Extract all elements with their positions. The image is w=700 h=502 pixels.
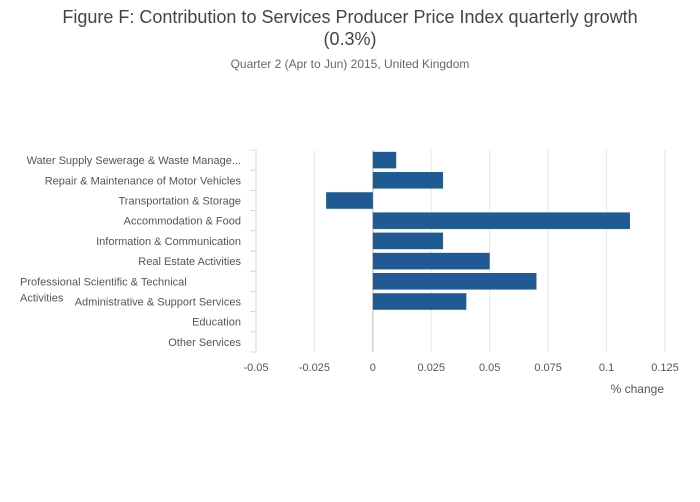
category-label: Accommodation & Food [124,216,241,228]
x-axis-title: % change [611,382,665,396]
category-labels: Water Supply Sewerage & Waste Manage... R… [20,155,241,349]
x-tick-label: 0.125 [651,362,679,374]
x-tick-label: -0.025 [299,362,330,374]
category-label: Real Estate Activities [138,256,241,268]
bar [372,151,397,169]
bar [372,293,467,310]
gridlines [250,149,666,353]
bar [372,273,537,290]
x-tick-label: -0.05 [243,362,268,374]
x-tick-label: 0 [370,362,376,374]
chart-subtitle: Quarter 2 (Apr to Jun) 2015, United King… [230,57,470,71]
category-label: Repair & Maintenance of Motor Vehicles [45,175,242,187]
bar [326,192,373,209]
bar [372,172,443,189]
chart-title: Figure F: Contribution to Services Produ… [62,7,638,49]
category-label: Education [192,317,241,329]
category-label: Water Supply Sewerage & Waste Manage... [27,155,241,167]
category-label: Information & Communication [96,236,241,248]
bar [372,232,443,250]
bar [372,252,490,270]
x-tick-labels: -0.05 -0.025 0 0.025 0.05 0.075 0.1 0.125 [243,362,678,374]
bars [326,151,630,310]
x-tick-label: 0.075 [534,362,562,374]
x-tick-label: 0.025 [418,362,446,374]
category-label: Transportation & Storage [119,196,242,208]
category-label: Professional Scientific & Technical Activ… [20,276,187,304]
x-tick-label: 0.05 [479,362,500,374]
bar [372,212,630,229]
category-label: Other Services [168,337,241,349]
category-label: Administrative & Support Services [75,297,242,309]
x-tick-label: 0.1 [599,362,614,374]
